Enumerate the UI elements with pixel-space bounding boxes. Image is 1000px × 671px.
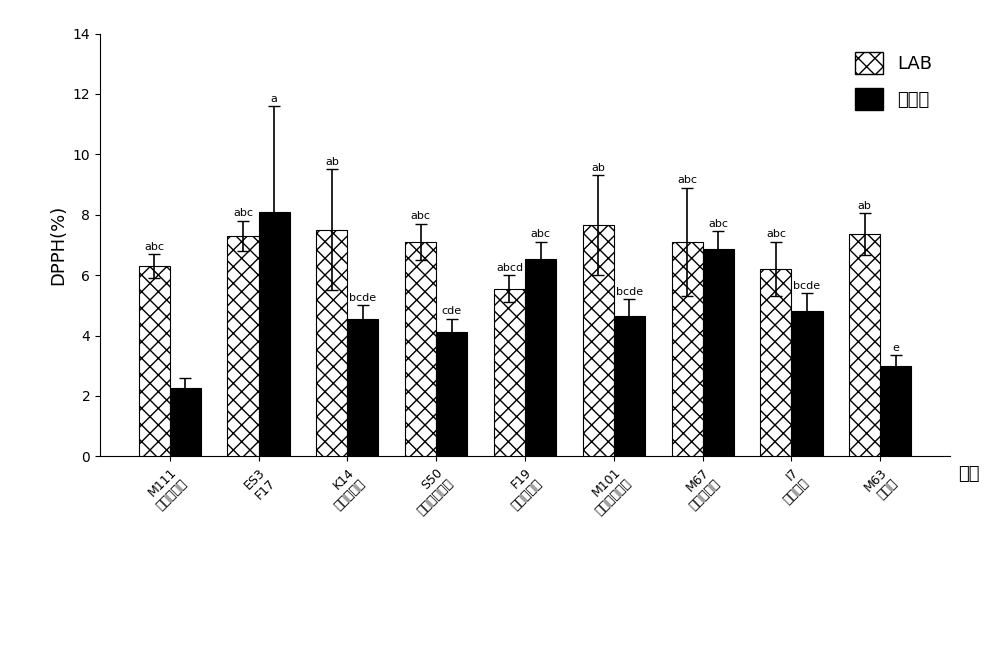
Text: ab: ab xyxy=(858,201,872,211)
Y-axis label: DPPH(%): DPPH(%) xyxy=(49,205,67,285)
Text: abc: abc xyxy=(766,229,786,240)
Bar xyxy=(880,366,911,456)
Bar xyxy=(791,311,823,456)
Bar xyxy=(259,212,290,456)
Bar xyxy=(672,242,703,456)
Text: ab: ab xyxy=(325,157,339,167)
Bar xyxy=(139,266,170,456)
Text: abc: abc xyxy=(677,175,697,185)
Text: abc: abc xyxy=(144,242,164,252)
Bar xyxy=(703,250,734,456)
Text: abc: abc xyxy=(411,211,431,221)
Text: cde: cde xyxy=(442,307,462,317)
Bar xyxy=(347,319,378,456)
Bar xyxy=(170,389,201,456)
Bar xyxy=(760,269,791,456)
Text: 菌种: 菌种 xyxy=(958,465,980,482)
Text: abc: abc xyxy=(531,229,551,240)
Text: abc: abc xyxy=(233,208,253,218)
Bar xyxy=(525,258,556,456)
Text: abc: abc xyxy=(708,219,728,229)
Bar xyxy=(436,333,467,456)
Text: ab: ab xyxy=(591,163,605,173)
Bar xyxy=(583,225,614,456)
Bar xyxy=(316,229,347,456)
Legend: LAB, 参考菌: LAB, 参考菌 xyxy=(846,42,941,119)
Bar xyxy=(227,236,259,456)
Text: a: a xyxy=(271,93,278,103)
Text: e: e xyxy=(892,343,899,353)
Text: bcde: bcde xyxy=(349,293,376,303)
Text: abcd: abcd xyxy=(496,262,523,272)
Bar xyxy=(494,289,525,456)
Text: bcde: bcde xyxy=(793,280,821,291)
Bar xyxy=(849,234,880,456)
Bar xyxy=(405,242,436,456)
Text: bcde: bcde xyxy=(616,287,643,297)
Bar xyxy=(614,316,645,456)
